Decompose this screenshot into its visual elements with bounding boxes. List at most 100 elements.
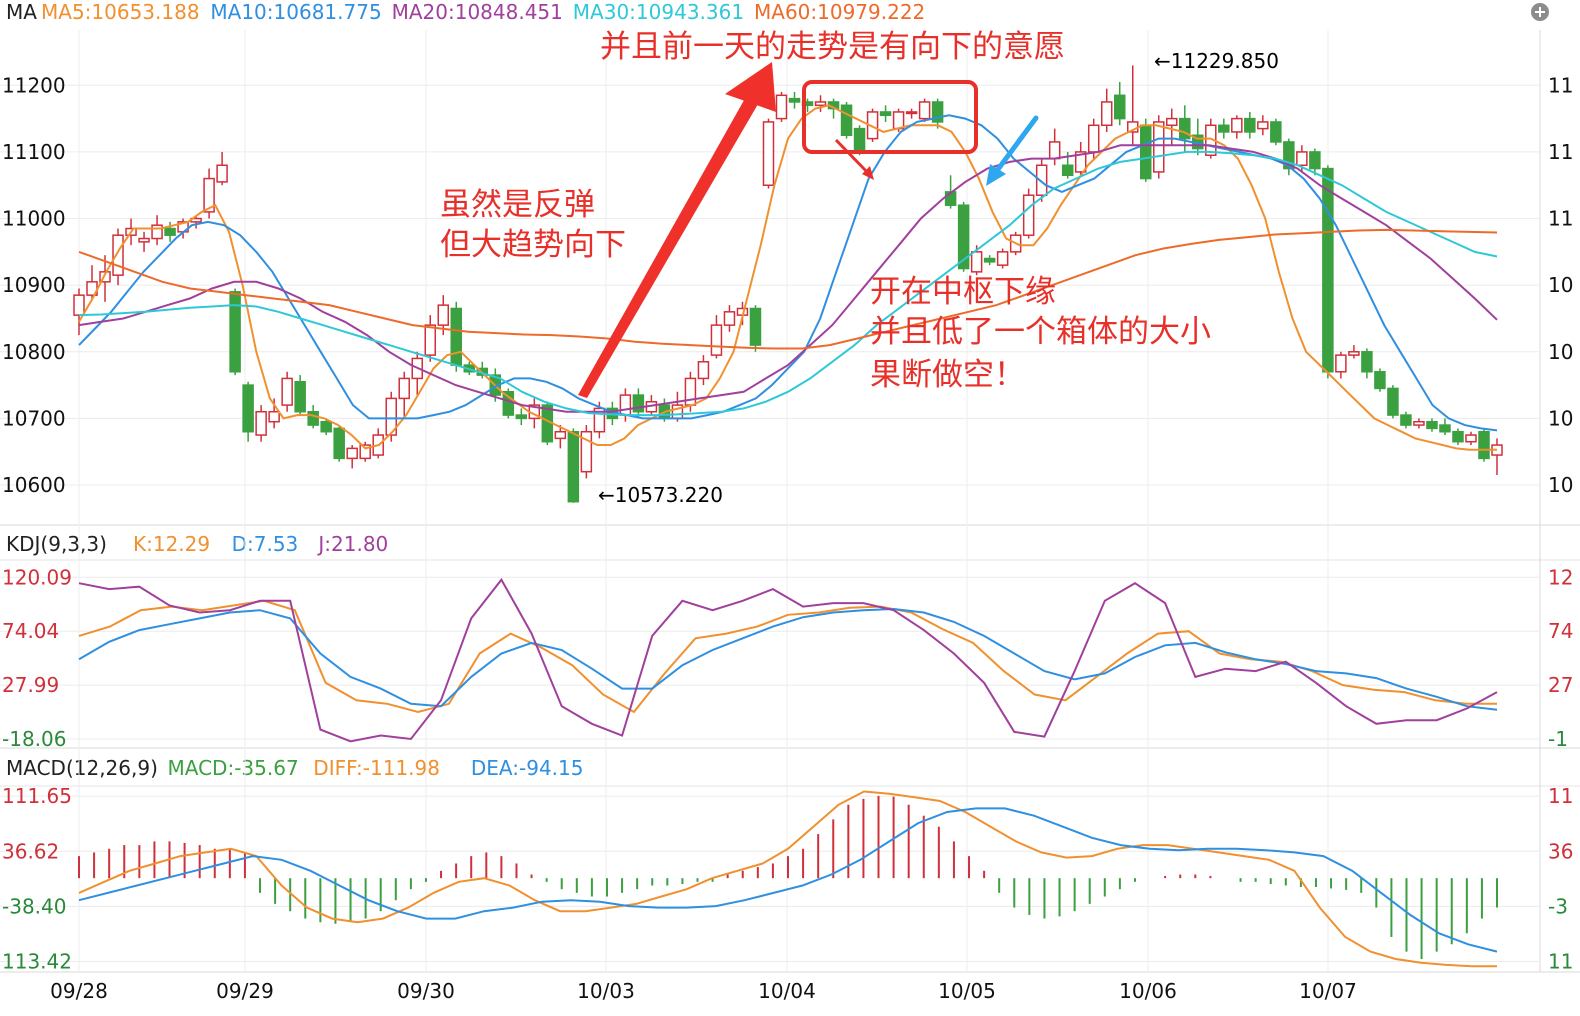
legend-item: MA20:10848.451 xyxy=(392,0,563,24)
date-tick-label: 09/29 xyxy=(216,979,274,1003)
price-tick-label-right: 11 xyxy=(1548,207,1573,231)
macd-tick-label-right: 11 xyxy=(1548,784,1573,808)
right-annotation-3: 果断做空！ xyxy=(870,357,1025,393)
candle-body xyxy=(905,111,918,115)
candle-body xyxy=(73,294,85,316)
right-annotation-2: 并且低了一个箱体的大小 xyxy=(870,314,1211,350)
price-tick-label-right: 10 xyxy=(1548,473,1573,497)
price-tick-label-right: 10 xyxy=(1548,273,1573,297)
candle xyxy=(242,381,254,442)
candle xyxy=(1361,348,1373,379)
candle xyxy=(567,428,580,503)
candle xyxy=(762,118,775,189)
legend-title: MACD(12,26,9) xyxy=(6,756,158,780)
right-annotation-1: 开在中枢下缘 xyxy=(870,274,1056,310)
candle xyxy=(580,425,593,479)
price-tick-label: 10700 xyxy=(2,406,66,430)
candle-body xyxy=(1439,424,1451,433)
candle-body xyxy=(1074,151,1087,173)
candle-body xyxy=(1309,151,1321,170)
kdj-line-j xyxy=(78,577,1498,743)
candle xyxy=(1074,141,1087,176)
macd-axis: 111.65 11 36.62 36 -38.40 -3 113.42 11 xyxy=(2,784,1573,973)
candle-body xyxy=(970,251,983,273)
candle-body xyxy=(1153,121,1165,173)
macd-tick-label: 36.62 xyxy=(2,839,59,863)
candle-body xyxy=(1087,124,1100,153)
candle xyxy=(710,315,723,359)
price-tick-label-right: 11 xyxy=(1548,73,1573,97)
macd-legend: MACD(12,26,9) MACD:-35.67 DIFF:-111.98 DEA:… xyxy=(6,756,583,780)
candle-body xyxy=(1465,434,1477,443)
price-tick-label: 11000 xyxy=(2,207,66,231)
date-tick-label: 09/28 xyxy=(50,979,108,1003)
candle xyxy=(307,405,319,429)
highlight-box xyxy=(802,80,978,154)
candle-body xyxy=(697,361,710,380)
candle-body xyxy=(398,377,410,400)
kdj-line-d xyxy=(78,607,1498,711)
candle xyxy=(1452,428,1464,446)
candle-body xyxy=(749,307,762,346)
left-annotation-2: 但大趋势向下 xyxy=(440,227,626,263)
x-axis: 09/28 09/29 09/30 10/03 10/04 10/05 10/06 10/07 xyxy=(50,979,1357,1003)
candle-body xyxy=(268,410,280,423)
ma-line-ma60 xyxy=(78,228,1498,350)
candle-body xyxy=(1140,124,1152,180)
kdj-tick-label: -18.06 xyxy=(2,727,66,751)
candle-body xyxy=(515,414,528,420)
date-tick-label: 10/07 xyxy=(1299,979,1357,1003)
candle xyxy=(359,441,371,462)
candle xyxy=(1257,115,1269,136)
candle-body xyxy=(1100,101,1113,127)
candle-body xyxy=(1244,117,1256,133)
candle xyxy=(1022,188,1035,239)
candle-body xyxy=(593,407,606,433)
candle xyxy=(1218,118,1230,139)
candle-body xyxy=(164,227,176,236)
candle xyxy=(1413,418,1425,429)
candle-body xyxy=(1231,117,1243,133)
candle-body xyxy=(112,234,124,276)
candle xyxy=(294,375,306,416)
candle xyxy=(1348,345,1360,359)
candle xyxy=(281,371,293,412)
candle-body xyxy=(567,430,580,503)
price-tick-label: 10600 xyxy=(2,473,66,497)
candle-body xyxy=(229,291,241,373)
candle-body xyxy=(294,381,306,413)
legend-item: MA10:10681.775 xyxy=(210,0,381,24)
candle xyxy=(749,305,762,352)
candle xyxy=(1035,158,1048,202)
candle-body xyxy=(1400,414,1412,426)
kdj-tick-label-right: 27 xyxy=(1548,673,1573,697)
candle xyxy=(1113,81,1126,126)
candle-body xyxy=(1257,121,1269,130)
candle-body xyxy=(996,251,1009,266)
candle xyxy=(138,231,150,252)
legend-title: MA xyxy=(6,0,37,24)
annotations: ←10573.220 ←11229.850 并且前一天的走势是有向下的意愿 虽然… xyxy=(440,29,1279,507)
price-tick-label-right: 11 xyxy=(1548,140,1573,164)
ma-line-ma30 xyxy=(78,150,1498,417)
candle xyxy=(723,305,736,332)
candle xyxy=(1426,418,1438,432)
price-tick-label-right: 10 xyxy=(1548,340,1573,364)
candle xyxy=(320,418,332,436)
candle xyxy=(1179,105,1191,152)
candle-body xyxy=(918,101,931,120)
candle xyxy=(775,91,788,122)
candle-body xyxy=(1322,167,1334,373)
plus-circle-icon[interactable] xyxy=(1531,3,1549,21)
legend-item: K:12.29 xyxy=(133,532,210,556)
candle xyxy=(1100,88,1113,132)
kdj-axis: 120.09 12 74.04 74 27.99 27 -18.06 -1 xyxy=(2,565,1573,751)
date-tick-label: 10/06 xyxy=(1119,979,1177,1003)
candle xyxy=(814,95,827,112)
candle xyxy=(216,151,228,186)
candle xyxy=(164,221,176,242)
candle-body xyxy=(1035,164,1048,196)
macd-tick-label: -38.40 xyxy=(2,894,66,918)
candle-body xyxy=(151,224,163,240)
candle-body xyxy=(1061,164,1074,176)
